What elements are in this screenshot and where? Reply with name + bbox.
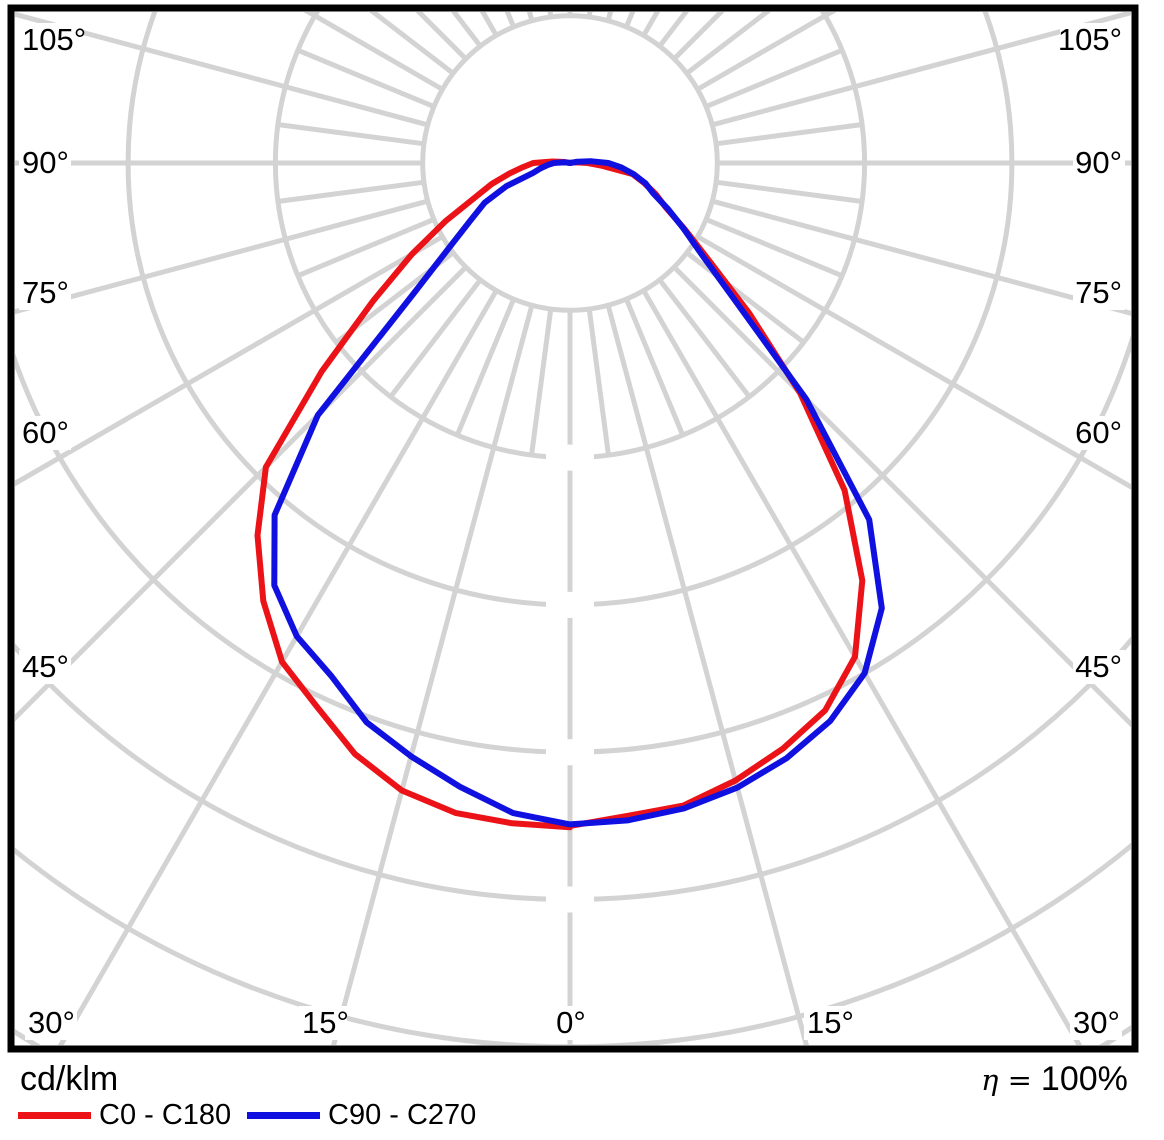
angle-label-bg [25,1006,77,1040]
grid-ray-major [711,198,1131,316]
grid-ray-minor [704,48,843,110]
grid-ray-minor [657,278,751,398]
angle-label: 60° [22,415,69,450]
curve-c0-c180 [254,158,866,831]
angle-label: 30° [1073,1005,1120,1040]
angle-label-bg [299,1006,347,1040]
grid-ray-minor [450,12,483,48]
ring-label-box [546,591,594,618]
angle-label-bg [804,1006,852,1040]
angle-label-bg [1070,1006,1122,1040]
grid-ray-minor [455,297,517,436]
angle-label-bg [1073,276,1125,310]
angle-label-bg [19,146,71,180]
angle-label: 60° [1075,415,1122,450]
angle-label: 105° [1058,22,1122,57]
grid-ray-major [57,289,499,1045]
grid-ring [15,334,1131,755]
grid-ray-minor [297,216,436,278]
angle-label: 90° [1075,145,1122,180]
angle-label: 15° [807,1005,854,1040]
grid-ray-minor [586,308,611,455]
angle-label: 105° [22,22,86,57]
grid-ray-minor [297,48,436,110]
legend-item-c0-c180: C0 - C180 [18,1099,231,1131]
units-label: cd/klm [20,1060,119,1098]
angle-label-bg [1073,146,1125,180]
grid-ray-minor [389,278,483,398]
legend-swatch-c90-c270 [247,1111,320,1119]
legend-label-c0-c180: C0 - C180 [99,1098,232,1131]
grid-ray-minor [657,12,690,48]
grid-ray-minor [715,179,862,204]
legend-swatch-c0-c180 [18,1111,91,1119]
grid-ray-minor [623,297,685,436]
angle-label: 0° [556,1005,586,1040]
angle-label-bg [1073,650,1125,684]
grid-ray-minor [278,179,425,204]
grid-ray-major [711,12,1131,128]
angle-label: 75° [22,275,69,310]
angle-label: 45° [1075,649,1122,684]
grid-ray-major [15,12,429,128]
ring-label-box [546,444,594,471]
grid-ray-major [641,289,1083,1045]
angle-label: 75° [1075,275,1122,310]
plot-border [7,4,1139,1053]
ring-label-box [546,886,594,913]
angle-label-bg [19,650,71,684]
efficiency-value: 100% [1040,1060,1128,1098]
grid-ray-minor [369,12,455,76]
grid-ray-major [605,304,809,1045]
eta-symbol: η = [981,1063,1032,1097]
grid-ray-minor [685,12,771,76]
grid-ray-major [15,234,444,487]
legend-label-c90-c270: C90 - C270 [328,1098,477,1131]
angle-label-bg [553,1006,589,1040]
curve-c90-c270 [271,158,885,828]
angle-label-bg [1060,23,1125,57]
grid-ray-major [15,198,429,315]
angle-label: 90° [22,145,69,180]
angle-label-bg [19,276,71,310]
angle-label: 30° [28,1005,75,1040]
grid-ray-major [15,265,468,722]
grid-ray-minor [278,122,425,147]
angle-label: 45° [22,649,69,684]
grid-ray-major [331,304,535,1045]
angle-label: 15° [302,1005,349,1040]
efficiency-label: η = 100% [981,1060,1128,1099]
grid-ray-minor [715,122,862,147]
angle-label-bg [1073,416,1125,450]
grid-ray-minor [685,250,805,344]
grid-ray-minor [704,216,843,278]
ring-label-box [546,739,594,766]
angle-label-bg [19,416,71,450]
angle-label-bg [19,23,84,57]
legend-item-c90-c270: C90 - C270 [247,1099,476,1131]
grid-ray-major [696,234,1131,490]
grid-ray-minor [529,308,554,455]
